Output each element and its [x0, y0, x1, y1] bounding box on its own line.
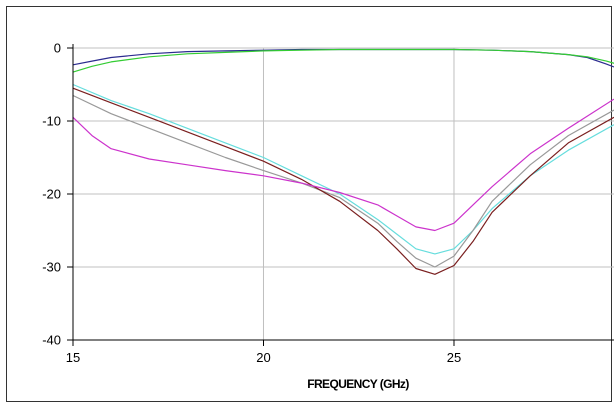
tick-labels: 0 -10 -20 -30 -40 15 20 25 [42, 41, 461, 366]
y-tick-label: -20 [42, 187, 61, 202]
y-tick-label: -10 [42, 114, 61, 129]
series-group [72, 48, 614, 275]
x-tick-label: 25 [447, 350, 461, 365]
series-line [72, 87, 614, 275]
x-tick-label: 20 [256, 350, 270, 365]
outer-border [6, 6, 612, 402]
axes [67, 44, 614, 346]
y-tick-label: -30 [42, 260, 61, 275]
series-line [72, 98, 614, 232]
series-line [72, 94, 614, 268]
x-axis-title: FREQUENCY (GHz) [307, 377, 409, 391]
series-line [72, 83, 614, 255]
series-line [72, 48, 614, 73]
y-tick-label: -40 [42, 333, 61, 348]
y-tick-label: 0 [54, 41, 61, 56]
x-tick-label: 15 [66, 350, 80, 365]
